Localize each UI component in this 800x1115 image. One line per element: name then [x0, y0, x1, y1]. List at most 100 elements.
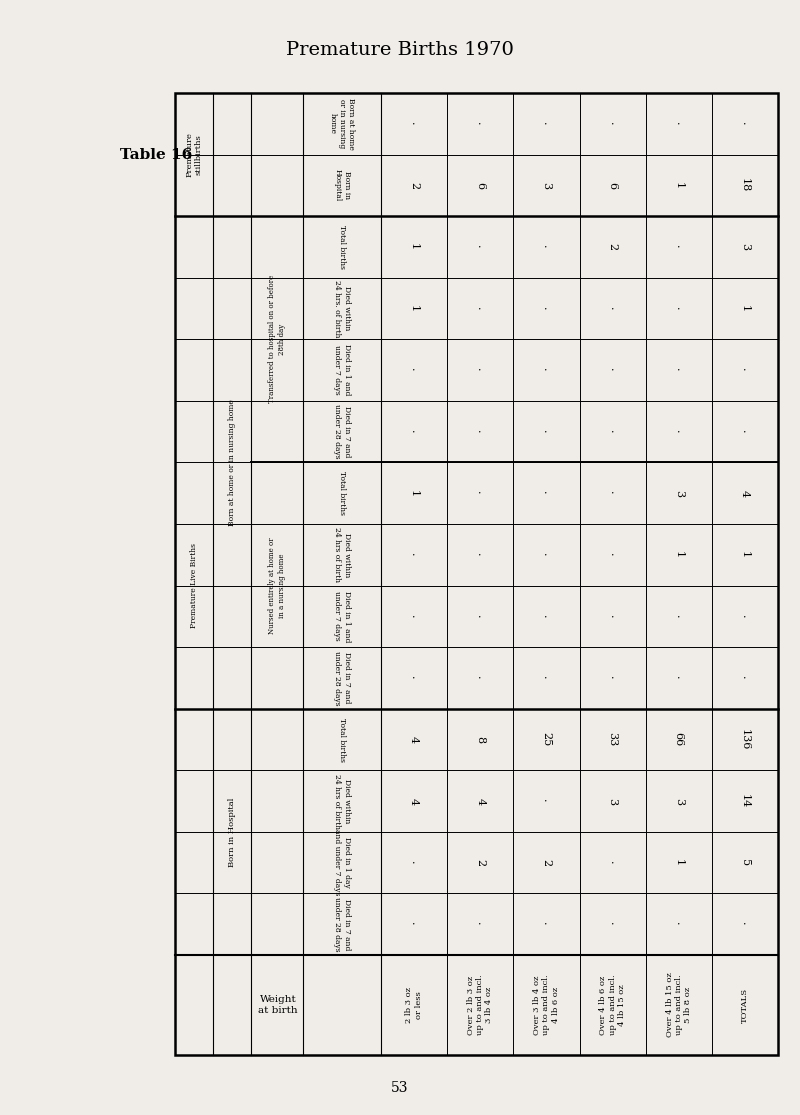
- Text: .: .: [740, 614, 750, 618]
- Text: .: .: [740, 122, 750, 126]
- Text: Transferred to hospital on or before
28th day: Transferred to hospital on or before 28t…: [268, 275, 286, 404]
- Text: Died in 7 and
under 28 days: Died in 7 and under 28 days: [334, 896, 350, 951]
- Text: Over 4 lb 15 oz
up to and incl.
5 lb 8 oz: Over 4 lb 15 oz up to and incl. 5 lb 8 o…: [666, 972, 692, 1037]
- Text: .: .: [475, 553, 486, 556]
- Text: Born in
Hospital: Born in Hospital: [334, 169, 350, 202]
- Text: 1: 1: [409, 304, 419, 312]
- Text: 1: 1: [409, 489, 419, 497]
- Text: .: .: [674, 430, 684, 434]
- Text: TOTALS: TOTALS: [741, 988, 749, 1022]
- Text: 1: 1: [674, 182, 684, 188]
- Text: 2 lb 3 oz
or less: 2 lb 3 oz or less: [406, 987, 422, 1022]
- Text: .: .: [409, 922, 419, 925]
- Text: .: .: [542, 553, 551, 556]
- Text: .: .: [740, 368, 750, 371]
- Text: 2: 2: [542, 859, 551, 866]
- Text: 1: 1: [674, 859, 684, 866]
- Text: 33: 33: [607, 733, 618, 747]
- Text: .: .: [542, 245, 551, 249]
- Text: .: .: [409, 368, 419, 371]
- Text: .: .: [542, 676, 551, 680]
- Text: .: .: [542, 368, 551, 371]
- Text: .: .: [542, 799, 551, 803]
- Text: .: .: [409, 553, 419, 556]
- Text: .: .: [740, 922, 750, 925]
- Text: Table 16: Table 16: [120, 148, 192, 162]
- Text: 1: 1: [740, 551, 750, 559]
- Text: Died within
24 hrs of birth: Died within 24 hrs of birth: [334, 527, 350, 582]
- Text: 4: 4: [409, 797, 419, 805]
- Text: Died in 1 and
under 7 days: Died in 1 and under 7 days: [334, 345, 350, 396]
- Text: .: .: [475, 614, 486, 618]
- Text: 3: 3: [740, 243, 750, 251]
- Text: 5: 5: [740, 859, 750, 866]
- Text: Died within
24 hrs. of birth: Died within 24 hrs. of birth: [334, 280, 350, 337]
- Text: .: .: [607, 553, 618, 556]
- Text: Premature Births 1970: Premature Births 1970: [286, 41, 514, 59]
- Text: .: .: [607, 307, 618, 310]
- Text: .: .: [607, 122, 618, 126]
- Text: 4: 4: [475, 797, 486, 805]
- Text: 4: 4: [740, 489, 750, 497]
- Text: .: .: [674, 614, 684, 618]
- Text: .: .: [674, 676, 684, 680]
- Text: 3: 3: [542, 182, 551, 188]
- Text: Premature
stillbirths: Premature stillbirths: [186, 133, 202, 177]
- Text: .: .: [607, 368, 618, 371]
- Text: .: .: [409, 430, 419, 434]
- Text: .: .: [475, 122, 486, 126]
- Text: .: .: [740, 430, 750, 434]
- Text: 3: 3: [607, 797, 618, 805]
- Text: .: .: [542, 492, 551, 495]
- Text: 53: 53: [391, 1082, 409, 1095]
- Text: Died within
24 hrs of birth: Died within 24 hrs of birth: [334, 774, 350, 828]
- Text: .: .: [475, 245, 486, 249]
- Text: .: .: [542, 307, 551, 310]
- Text: .: .: [674, 922, 684, 925]
- Text: 8: 8: [475, 736, 486, 743]
- Text: 6: 6: [475, 182, 486, 188]
- Text: .: .: [475, 368, 486, 371]
- Text: 6: 6: [607, 182, 618, 188]
- Text: .: .: [607, 492, 618, 495]
- Text: 25: 25: [542, 733, 551, 747]
- Text: .: .: [607, 922, 618, 925]
- Text: .: .: [542, 430, 551, 434]
- Text: .: .: [607, 430, 618, 434]
- Text: 2: 2: [409, 182, 419, 188]
- Text: .: .: [475, 430, 486, 434]
- Text: .: .: [607, 676, 618, 680]
- Text: Over 3 lb 4 oz
up to and incl.
4 lb 6 oz: Over 3 lb 4 oz up to and incl. 4 lb 6 oz: [534, 975, 560, 1036]
- Text: .: .: [409, 614, 419, 618]
- Text: 3: 3: [674, 797, 684, 805]
- Text: .: .: [409, 861, 419, 864]
- Text: Died in 7 and
under 28 days: Died in 7 and under 28 days: [334, 651, 350, 706]
- Text: .: .: [409, 122, 419, 126]
- Text: 3: 3: [674, 489, 684, 497]
- Text: .: .: [475, 492, 486, 495]
- Text: Total births: Total births: [338, 717, 346, 762]
- Text: Died in 7 and
under 28 days: Died in 7 and under 28 days: [334, 405, 350, 459]
- Text: Born in Hospital: Born in Hospital: [228, 797, 236, 866]
- Text: .: .: [475, 307, 486, 310]
- Text: 2: 2: [475, 859, 486, 866]
- Text: Born at home
or in nursing
home: Born at home or in nursing home: [329, 98, 355, 149]
- Text: 14: 14: [740, 794, 750, 808]
- Text: Died in 1 and
under 7 days: Died in 1 and under 7 days: [334, 591, 350, 642]
- Text: .: .: [607, 614, 618, 618]
- Text: 1: 1: [674, 551, 684, 559]
- Text: 18: 18: [740, 178, 750, 193]
- Text: Nursed entirely at home or
in a nursing home: Nursed entirely at home or in a nursing …: [268, 537, 286, 634]
- Text: .: .: [542, 122, 551, 126]
- Text: 66: 66: [674, 733, 684, 747]
- Text: .: .: [409, 676, 419, 680]
- Text: .: .: [542, 922, 551, 925]
- Text: Over 2 lb 3 oz
up to and incl.
3 lb 4 oz: Over 2 lb 3 oz up to and incl. 3 lb 4 oz: [467, 975, 494, 1036]
- Text: .: .: [475, 676, 486, 680]
- Text: 4: 4: [409, 736, 419, 743]
- Text: 136: 136: [740, 729, 750, 750]
- Text: .: .: [674, 122, 684, 126]
- Text: .: .: [607, 861, 618, 864]
- Text: Born at home or in nursing home: Born at home or in nursing home: [228, 399, 236, 526]
- Text: .: .: [674, 245, 684, 249]
